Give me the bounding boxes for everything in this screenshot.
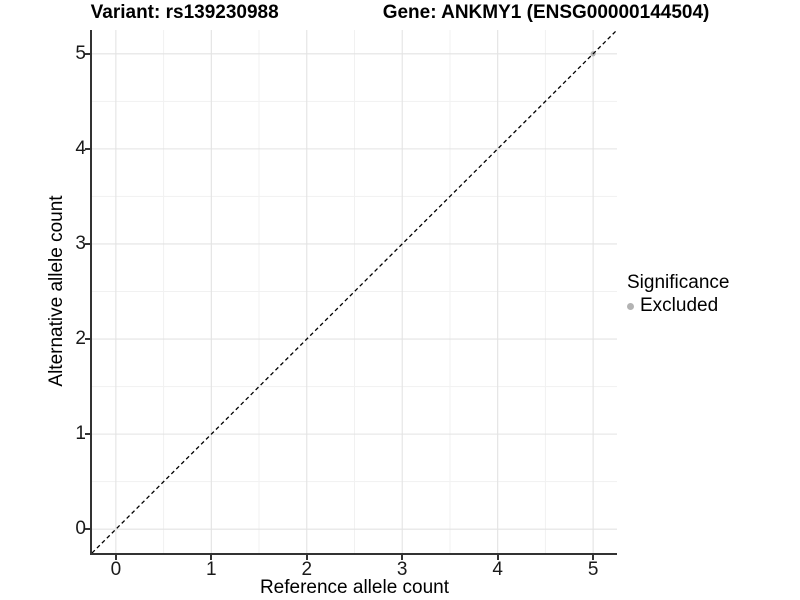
y-axis-title: Alternative allele count [46, 195, 67, 387]
y-tick-label: 5 [75, 42, 86, 64]
x-tick-mark [210, 555, 213, 560]
y-tick-mark [85, 528, 90, 531]
y-tick-label: 2 [75, 328, 86, 350]
x-tick-label: 4 [492, 559, 503, 580]
x-axis-title: Reference allele count [259, 577, 450, 598]
legend-item: Excluded [627, 295, 729, 317]
x-tick-mark [496, 555, 499, 560]
legend-item-label: Excluded [640, 295, 719, 316]
plot-title: Variant: rs139230988 Gene: ANKMY1 (ENSG0… [0, 2, 800, 24]
x-tick-mark [401, 555, 404, 560]
y-tick-label: 1 [75, 423, 86, 445]
y-tick-label: 0 [75, 518, 86, 540]
legend: Significance Excluded [627, 272, 729, 317]
x-tick-label: 2 [301, 559, 313, 580]
identity-dashed-line [92, 30, 617, 553]
x-tick-mark [592, 555, 595, 560]
legend-key-dot-icon [627, 302, 634, 310]
x-tick-label: 5 [587, 559, 599, 580]
y-tick-mark [85, 147, 90, 150]
x-tick-label: 1 [206, 559, 217, 580]
y-tick-mark [85, 338, 90, 341]
y-tick-mark [85, 242, 90, 245]
y-tick-mark [85, 433, 90, 436]
plot-canvas [92, 30, 617, 553]
x-tick-mark [114, 555, 117, 560]
y-tick-mark [85, 52, 90, 55]
y-tick-label: 4 [75, 137, 86, 159]
legend-title: Significance [627, 272, 730, 293]
title-gene: Gene: ANKMY1 (ENSG00000144504) [382, 2, 710, 23]
title-variant: Variant: rs139230988 [90, 2, 279, 23]
x-tick-label: 3 [396, 559, 408, 580]
legend-items: Excluded [627, 295, 729, 317]
x-tick-label: 0 [110, 559, 122, 580]
y-tick-label: 3 [75, 232, 86, 254]
x-tick-mark [305, 555, 308, 560]
plot-panel [90, 30, 617, 555]
